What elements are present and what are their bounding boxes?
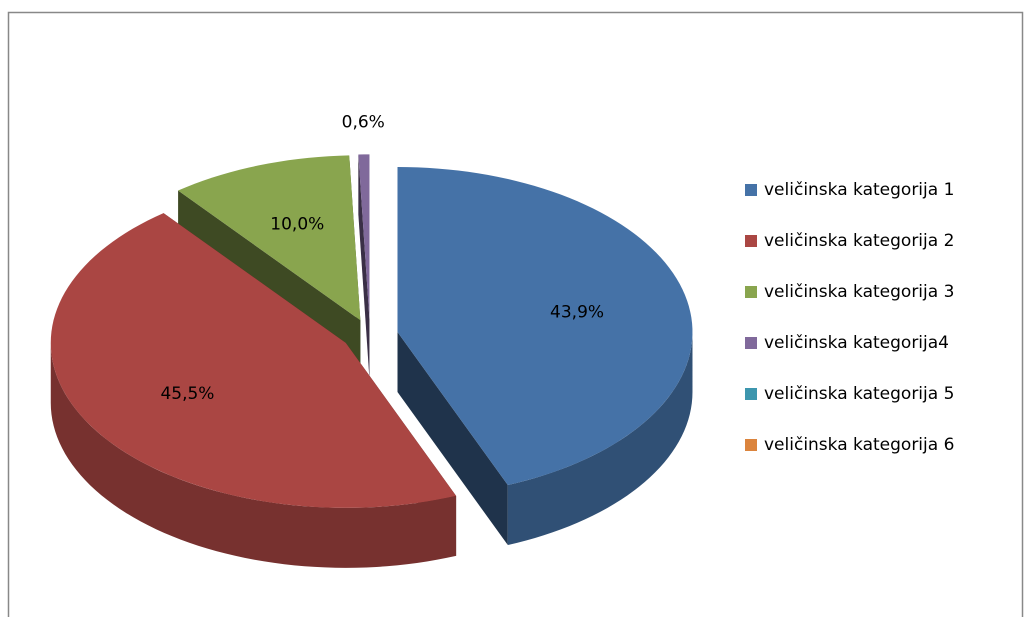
legend-swatch (745, 388, 757, 400)
legend-swatch (745, 439, 757, 451)
legend-label: veličinska kategorija 1 (764, 180, 954, 200)
legend-swatch (745, 184, 757, 196)
legend-label: veličinska kategorija 2 (764, 231, 954, 251)
slice-side (397, 332, 508, 546)
slice-wall (50, 342, 457, 568)
data-label: 45,5% (160, 384, 214, 404)
legend-label: veličinska kategorija 5 (764, 384, 954, 404)
legend-label: veličinska kategorija 6 (764, 435, 954, 455)
legend-label: veličinska kategorija4 (764, 333, 949, 353)
legend-swatch (745, 337, 757, 349)
data-label: 43,9% (550, 303, 604, 323)
data-label: 0,6% (342, 113, 385, 133)
data-label: 10,0% (270, 214, 324, 234)
legend-swatch (745, 235, 757, 247)
slice (397, 167, 693, 486)
slice-side (358, 154, 370, 380)
slice (358, 154, 370, 320)
legend-swatch (745, 286, 757, 298)
slice-wall (507, 332, 693, 546)
legend-label: veličinska kategorija 3 (764, 282, 954, 302)
slice (178, 155, 361, 321)
slice (50, 213, 457, 508)
